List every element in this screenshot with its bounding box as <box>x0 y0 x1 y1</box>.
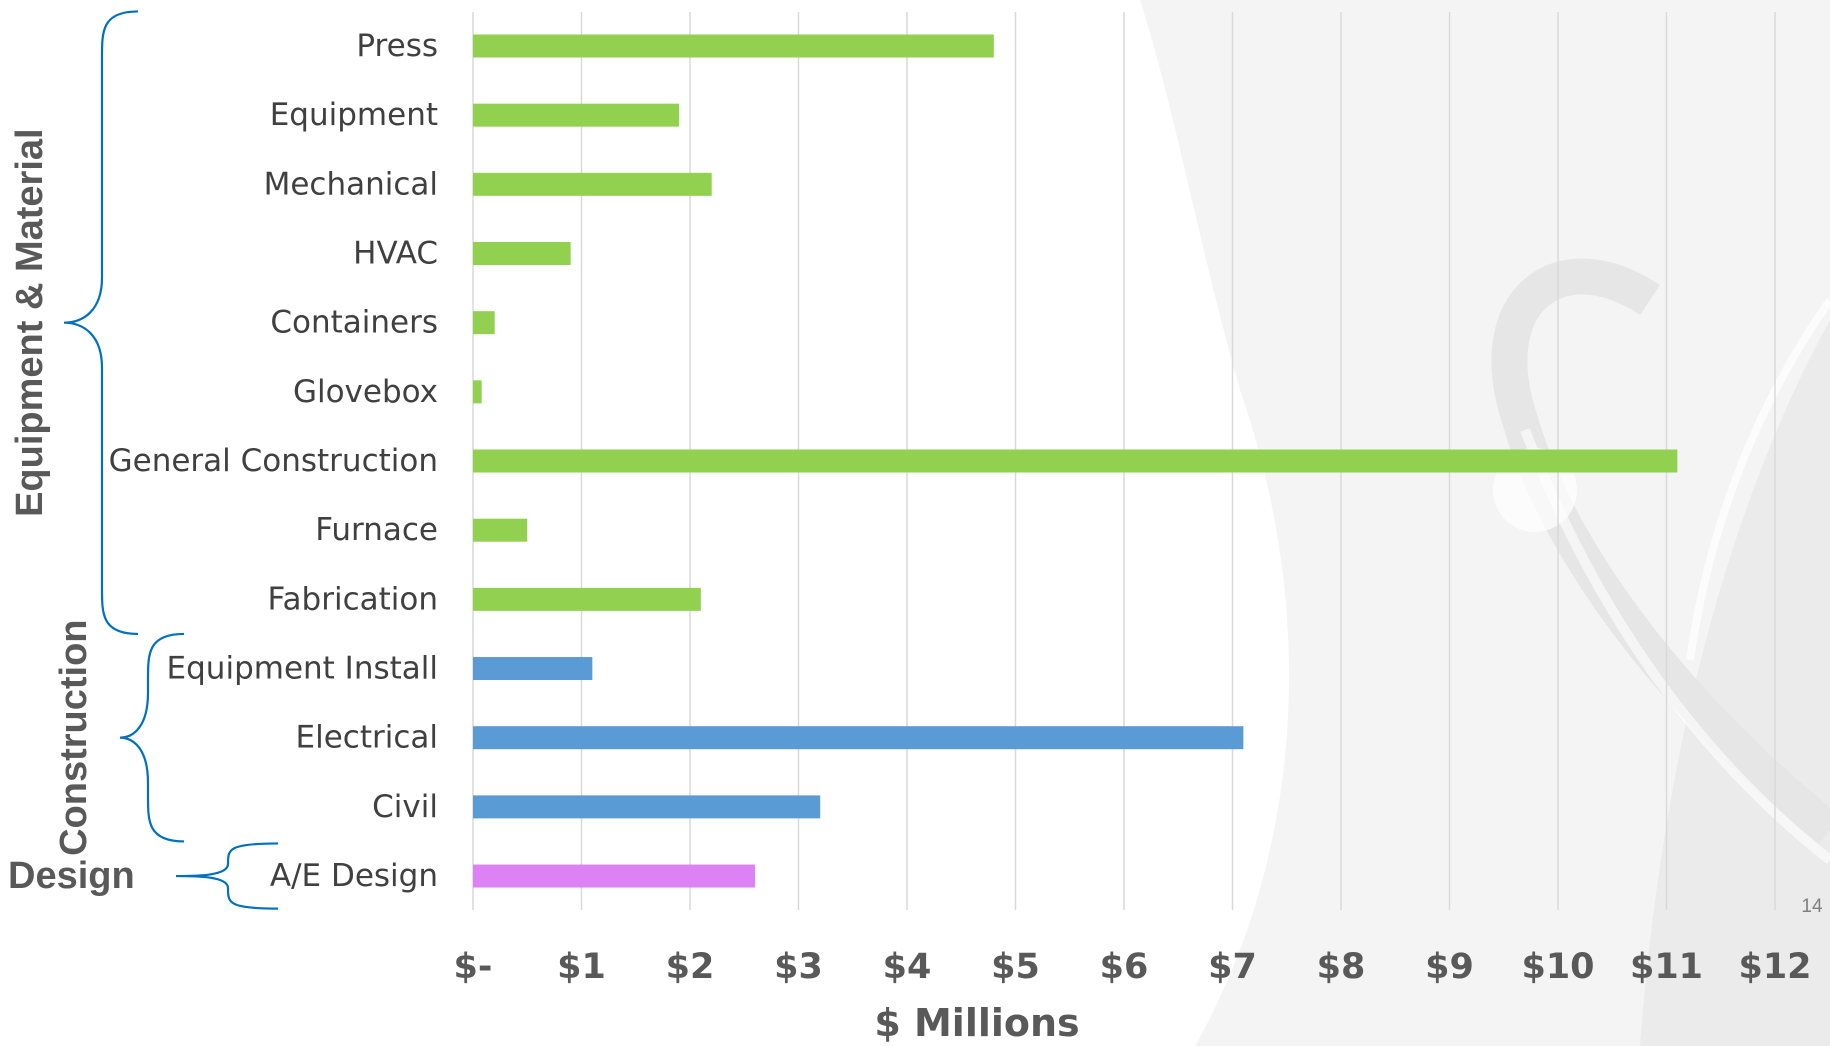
bar-glovebox <box>473 380 482 404</box>
x-tick-label: $11 <box>1630 947 1703 987</box>
bar-equipment <box>473 103 680 127</box>
category-label: Fabrication <box>268 581 438 617</box>
bracket-construction <box>119 632 185 843</box>
group-label-equipment-material: Equipment & Material <box>9 128 51 517</box>
category-label: HVAC <box>353 236 438 272</box>
bar-equipment-install <box>473 657 593 681</box>
category-labels: Press Equipment Mechanical HVAC Containers Gl… <box>109 28 438 894</box>
x-tick-label: $8 <box>1317 947 1366 987</box>
bar-fabrication <box>473 587 701 611</box>
bar-a-e-design <box>473 864 756 888</box>
watermark-background <box>1140 0 1830 1046</box>
category-label: Equipment <box>270 97 438 133</box>
category-label: Containers <box>270 305 438 341</box>
x-axis-title: $ Millions <box>874 1001 1079 1045</box>
group-brackets <box>63 10 279 910</box>
bar-mechanical <box>473 172 712 196</box>
group-label-construction: Construction <box>53 619 95 855</box>
bar-press <box>473 34 994 58</box>
x-tick-label: $2 <box>666 947 715 987</box>
x-tick-label: $1 <box>557 947 606 987</box>
category-label: Press <box>356 28 438 64</box>
x-tick-label: $9 <box>1425 947 1474 987</box>
bars <box>473 34 1678 888</box>
category-label: Mechanical <box>264 166 438 202</box>
bracket-equipment-material <box>63 10 139 636</box>
group-label-design: Design <box>8 855 135 897</box>
x-tick-label: $5 <box>991 947 1040 987</box>
bar-containers <box>473 311 495 335</box>
category-label: Civil <box>372 789 438 825</box>
bar-furnace <box>473 518 528 542</box>
bar-electrical <box>473 726 1244 750</box>
x-tick-label: $3 <box>774 947 823 987</box>
category-label: A/E Design <box>270 858 438 894</box>
bar-hvac <box>473 242 571 266</box>
x-tick-labels: $- $1 $2 $3 $4 $5 $6 $7 $8 $9 $10 $11 $12 <box>454 947 1812 987</box>
category-label: General Construction <box>109 443 438 479</box>
category-label: Electrical <box>296 720 438 756</box>
bar-civil <box>473 795 821 819</box>
bracket-design <box>175 842 279 910</box>
x-tick-label: $7 <box>1208 947 1257 987</box>
x-tick-label: $10 <box>1521 947 1594 987</box>
page-number: 14 <box>1801 896 1823 917</box>
x-tick-label: $- <box>454 947 493 987</box>
bar-general-construction <box>473 449 1678 473</box>
category-label: Equipment Install <box>167 651 438 687</box>
x-tick-label: $12 <box>1738 947 1811 987</box>
x-tick-label: $6 <box>1100 947 1149 987</box>
category-label: Furnace <box>315 512 438 548</box>
x-tick-label: $4 <box>883 947 932 987</box>
category-label: Glovebox <box>293 374 438 410</box>
